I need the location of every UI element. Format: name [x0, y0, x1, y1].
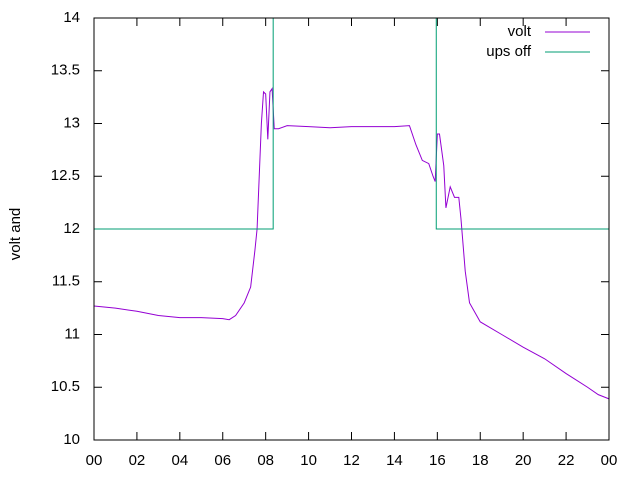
y-tick-label: 10.5 [51, 378, 80, 395]
legend-label: volt [508, 23, 532, 40]
y-tick-label: 12 [63, 220, 80, 237]
y-tick-label: 11 [64, 325, 80, 342]
x-tick-label: 08 [257, 452, 274, 469]
line-series [93, 87, 610, 400]
x-tick-label: 22 [558, 452, 575, 469]
y-tick-label: 14 [63, 9, 80, 26]
line-series [94, 17, 609, 230]
x-tick-label: 10 [300, 452, 317, 469]
legend-label: ups off [486, 43, 532, 60]
plot-border [93, 17, 610, 441]
x-tick-label: 04 [171, 452, 188, 469]
x-tick-label: 16 [429, 452, 446, 469]
y-tick-label: 13.5 [51, 62, 80, 79]
y-tick-label: 12.5 [51, 167, 80, 184]
x-tick-label: 18 [472, 452, 489, 469]
y-axis-label: volt and [7, 208, 24, 261]
y-tick-label: 10 [63, 431, 80, 448]
x-tick-label: 14 [386, 452, 403, 469]
y-tick-label: 11.5 [52, 273, 80, 290]
x-tick-label: 12 [343, 452, 360, 469]
y-tick-label: 13 [63, 114, 80, 131]
x-tick-label: 06 [214, 452, 231, 469]
x-tick-label: 00 [86, 452, 103, 469]
x-tick-label: 02 [129, 452, 146, 469]
x-tick-label: 00 [601, 452, 618, 469]
x-tick-label: 20 [515, 452, 532, 469]
